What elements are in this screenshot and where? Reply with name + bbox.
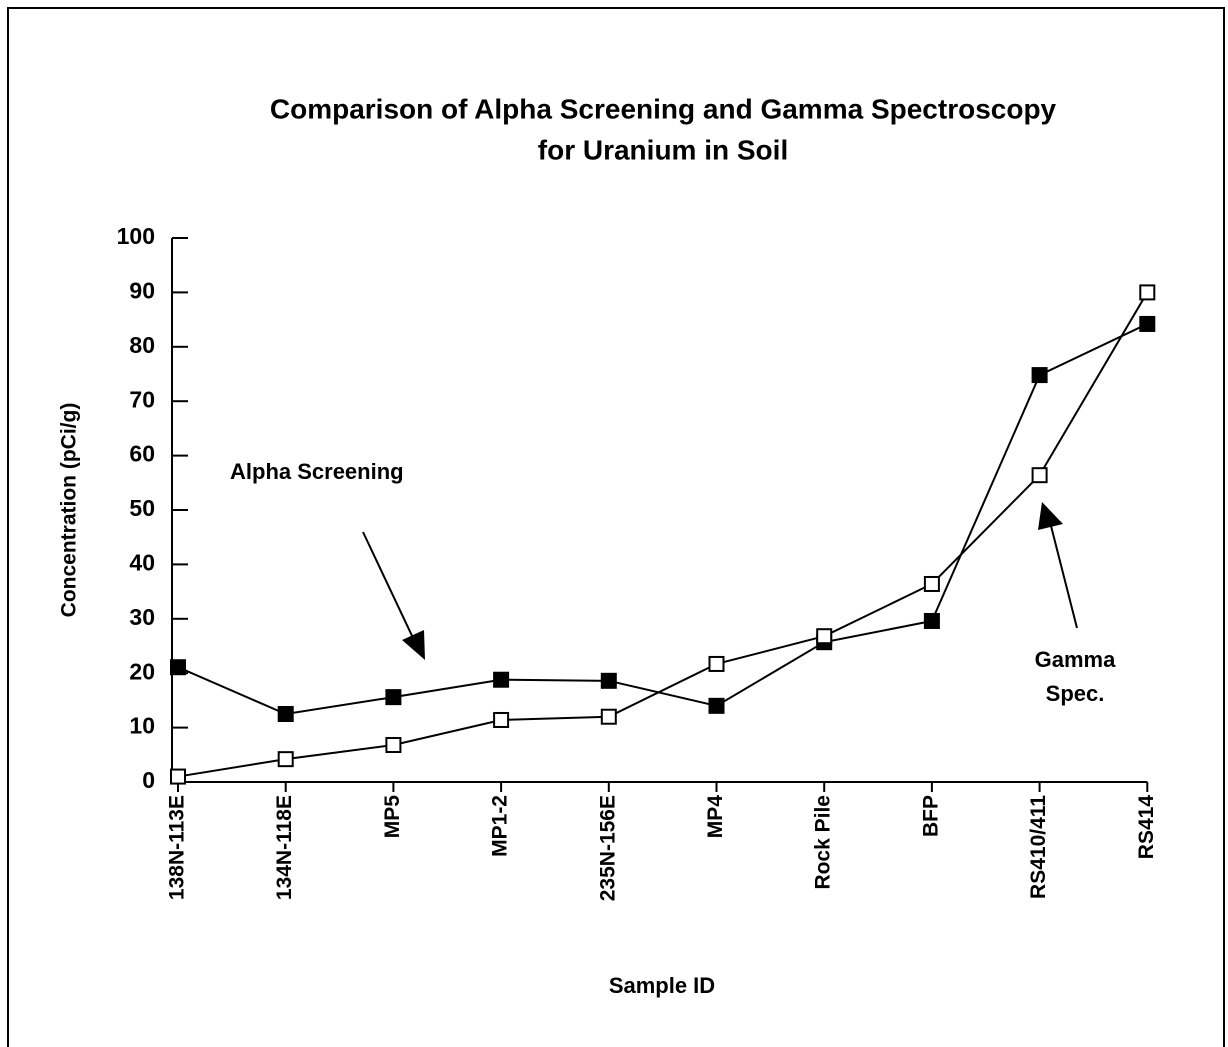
y-tick-label: 0 (142, 767, 155, 793)
marker (1031, 367, 1048, 384)
marker (1139, 315, 1156, 332)
annotation: Gamma Spec. (1034, 647, 1116, 706)
y-tick-label: 50 (129, 495, 155, 521)
marker (170, 768, 186, 785)
marker (277, 751, 294, 768)
marker (708, 697, 725, 714)
x-tick-label: MP5 (381, 795, 404, 839)
y-axis-title: Concentration (pCi/g) (58, 403, 81, 618)
marker (1139, 284, 1156, 301)
x-tick-label: 134N-118E (273, 795, 296, 900)
y-tick-label: 70 (129, 386, 155, 412)
x-tick-label: RS414 (1135, 795, 1158, 860)
marker (170, 659, 186, 676)
y-tick-label: 10 (129, 713, 155, 739)
marker (600, 708, 617, 725)
annotation: Alpha Screening (230, 459, 404, 484)
y-tick-label: 40 (129, 549, 155, 575)
marker (1031, 467, 1048, 484)
y-tick-label: 30 (129, 604, 155, 630)
marker (277, 706, 294, 722)
marker (708, 655, 725, 672)
x-axis-title: Sample ID (609, 973, 715, 998)
y-tick-label: 60 (129, 441, 155, 467)
frame (7, 7, 1225, 1047)
series-line (177, 291, 1149, 778)
x-tick-label: 235N-156E (596, 795, 619, 901)
marker (493, 671, 510, 688)
arrow (362, 531, 415, 641)
x-tick-label: 138N-113E (166, 795, 189, 900)
arrow (1049, 521, 1078, 629)
y-tick-label: 80 (129, 332, 155, 358)
x-tick-label: Rock Pile (812, 795, 835, 890)
arrow-head (1038, 502, 1063, 530)
chart-title: for Uranium in Soil (538, 134, 788, 165)
marker (600, 672, 617, 689)
x-tick-label: MP1-2 (489, 795, 512, 857)
x-tick-label: BFP (919, 795, 942, 837)
x-tick-label: MP4 (704, 795, 727, 839)
series-line (177, 323, 1148, 716)
marker (923, 612, 940, 629)
marker (923, 575, 940, 592)
marker (385, 689, 402, 706)
y-tick-label: 20 (129, 658, 155, 684)
y-tick-label: 90 (129, 277, 155, 303)
chart-title: Comparison of Alpha Screening and Gamma … (270, 93, 1057, 124)
arrow-head (402, 630, 425, 660)
marker (385, 737, 402, 754)
marker (816, 628, 833, 645)
x-tick-label: RS410/411 (1027, 795, 1050, 899)
y-tick-label: 100 (117, 223, 155, 249)
marker (493, 711, 510, 728)
